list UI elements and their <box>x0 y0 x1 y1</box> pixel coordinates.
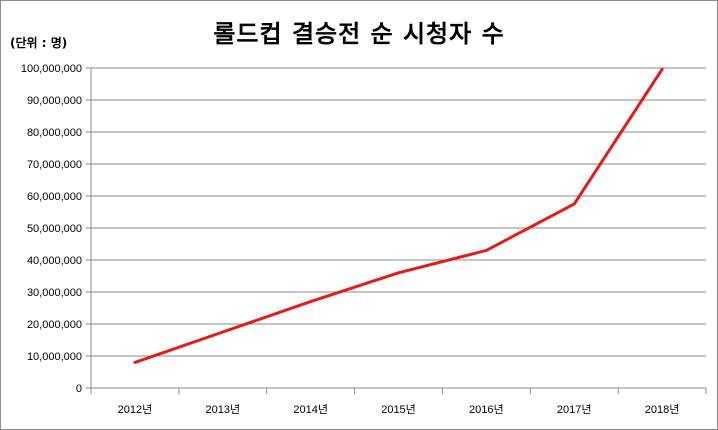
y-tick-label: 20,000,000 <box>27 319 82 331</box>
x-tick-label: 2015년 <box>381 403 416 416</box>
x-tick-label: 2016년 <box>469 403 504 416</box>
data-point <box>484 248 488 252</box>
data-point <box>572 202 576 206</box>
data-point <box>660 67 664 71</box>
y-tick-label: 60,000,000 <box>27 191 82 203</box>
data-point <box>133 360 137 364</box>
x-tick-label: 2014년 <box>293 403 328 416</box>
y-tick-label: 100,000,000 <box>21 63 82 75</box>
data-point <box>309 300 313 304</box>
y-axis-tick-labels: 0 10,000,000 20,000,000 30,000,000 40,000,00… <box>21 63 91 395</box>
series-line <box>134 68 664 364</box>
y-tick-label: 50,000,000 <box>27 223 82 235</box>
x-tick-label: 2013년 <box>205 403 240 416</box>
y-tick-label: 40,000,000 <box>27 255 82 267</box>
unit-label: (단위 : 명) <box>10 36 68 50</box>
gridlines <box>91 67 706 389</box>
y-tick-label: 80,000,000 <box>27 127 82 139</box>
y-tick-label: 0 <box>76 383 82 395</box>
series-layer <box>133 67 664 364</box>
data-point <box>221 330 225 334</box>
y-tick-label: 10,000,000 <box>27 351 82 363</box>
data-point <box>397 271 400 275</box>
x-tick-label: 2012년 <box>118 403 153 416</box>
x-tick-label: 2018년 <box>645 403 680 416</box>
y-tick-label: 30,000,000 <box>27 287 82 299</box>
y-tick-label: 90,000,000 <box>27 95 82 107</box>
x-axis: 2012년 2013년 2014년 2015년 2016년 2017년 2018년 <box>90 68 707 416</box>
y-tick-label: 70,000,000 <box>27 159 82 171</box>
x-tick-label: 2017년 <box>557 403 592 416</box>
chart-title: 롤드컵 결승전 순 시청자 수 <box>213 20 505 48</box>
